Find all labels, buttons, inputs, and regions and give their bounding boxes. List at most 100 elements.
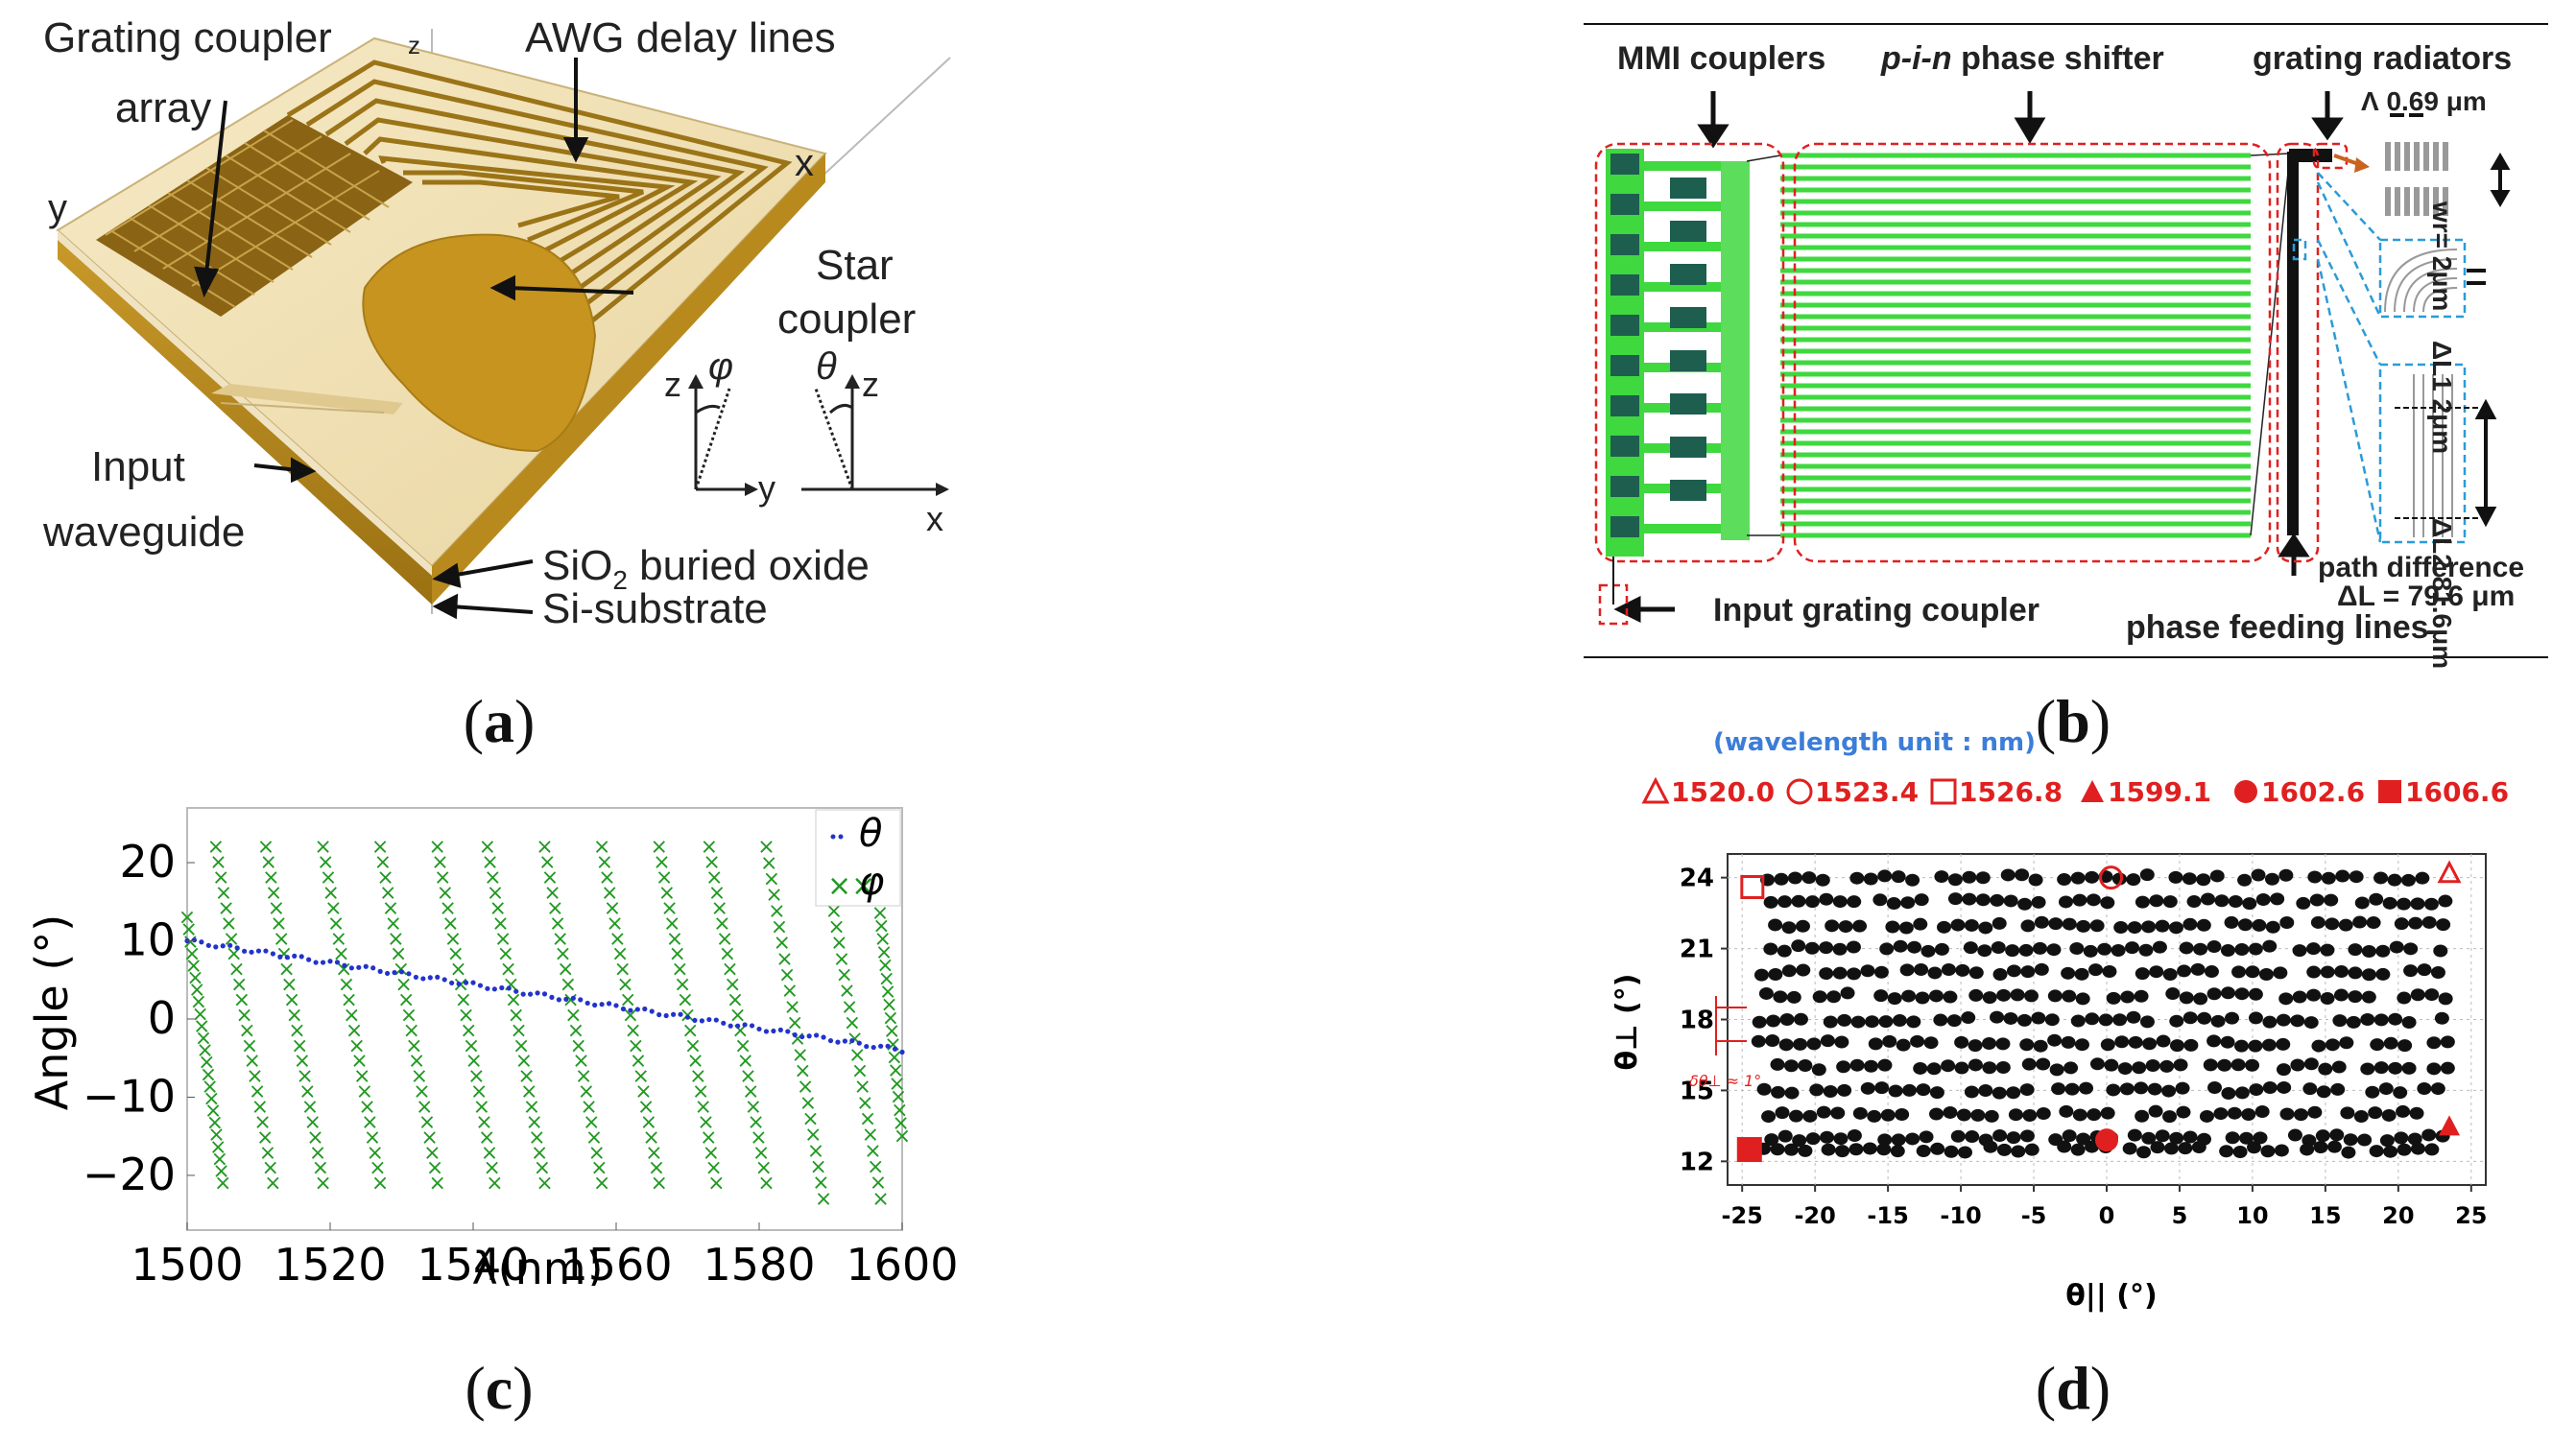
beam-spot (2309, 893, 2325, 907)
phi-point: × (862, 1124, 879, 1148)
phi-point: × (374, 851, 392, 875)
beam-spot (1937, 920, 1952, 934)
beam-spot (2173, 1058, 2188, 1072)
theta-point (205, 942, 211, 948)
phi-point: × (520, 1080, 537, 1104)
phi-point: × (892, 1112, 909, 1136)
beam-spot (2234, 987, 2250, 1001)
beam-spot (2141, 1131, 2157, 1145)
beam-spot (1957, 1146, 1972, 1159)
phi-point: × (704, 1156, 722, 1180)
beam-spot (1833, 1132, 1849, 1146)
phi-point: × (434, 866, 451, 890)
phi-point: × (833, 947, 850, 971)
beam-spot (2119, 1082, 2135, 1096)
beam-spot (2360, 1013, 2375, 1027)
beam-spot (2085, 1140, 2100, 1153)
phi-point: × (534, 1156, 551, 1180)
beam-spot (1791, 894, 1806, 908)
beam-spot (1956, 1108, 1971, 1122)
beam-spot (2430, 1082, 2445, 1096)
label-phase-feeding-lines: phase feeding lines (2126, 609, 2429, 646)
beam-spot (2326, 1140, 2342, 1153)
beam-spot (2033, 1039, 2048, 1053)
beam-spot (1982, 991, 1997, 1005)
device-3d-drawing (56, 29, 951, 620)
beam-spot (2149, 894, 2164, 908)
beam-spot (2061, 966, 2076, 980)
beam-spot (2306, 988, 2322, 1002)
beam-spot (2156, 1034, 2171, 1048)
phi-point: × (567, 1019, 584, 1043)
beam-spot (1929, 1086, 1944, 1100)
beam-spot (2210, 1014, 2226, 1028)
beam-spot (1805, 1132, 1821, 1146)
label-grating-coupler: Grating coupler (43, 14, 332, 61)
phi-point: × (382, 896, 399, 920)
legend-triangle-filled (2081, 780, 2104, 802)
beam-spot (2179, 991, 2194, 1005)
beam-spot (2141, 920, 2157, 934)
beam-spot (1847, 1128, 1862, 1142)
beam-spot (2104, 1058, 2119, 1072)
phi-point: × (658, 882, 676, 906)
phi-point: × (642, 1126, 659, 1150)
theta-point (821, 1034, 826, 1040)
beam-spot (2221, 986, 2236, 1000)
beam-spot (2410, 988, 2425, 1002)
beam-spot (1832, 942, 1848, 956)
phi-point: × (211, 1148, 228, 1172)
theta-point (785, 1029, 791, 1034)
phi-point: × (322, 882, 339, 906)
beam-spot (2311, 1039, 2326, 1053)
beam-spot (1820, 1130, 1835, 1144)
phi-point: × (801, 1107, 819, 1131)
beam-spot (1809, 1083, 1825, 1097)
phi-point: × (280, 973, 298, 997)
phi-point: × (812, 1172, 829, 1196)
beam-spot (2237, 918, 2253, 932)
beam-spot (1898, 921, 1914, 935)
beam-spot (2128, 1035, 2143, 1049)
beam-spot (2120, 990, 2135, 1004)
beam-spot (2234, 1086, 2250, 1100)
beam-spot (2182, 1130, 2198, 1144)
beam-spot (1764, 1133, 1779, 1147)
beam-spot (2369, 892, 2384, 906)
beam-spot (1787, 871, 1802, 885)
phi-point: × (327, 912, 345, 936)
beam-spot (1779, 1013, 1795, 1027)
beam-spot (2440, 1035, 2455, 1049)
theta-point (255, 948, 262, 954)
beam-spot (2044, 1013, 2060, 1027)
phi-point: × (449, 958, 466, 982)
beam-spot (2225, 1011, 2240, 1025)
beam-spot (2423, 897, 2439, 911)
beam-spot (2331, 1060, 2347, 1074)
beam-spot (2127, 921, 2142, 935)
beam-spot (1784, 1086, 1800, 1100)
phi-point: × (369, 1156, 386, 1180)
beam-spot (2388, 1012, 2403, 1026)
beam-spot (1865, 1015, 1880, 1029)
theta-point (520, 991, 526, 997)
beam-spot (1788, 1109, 1803, 1123)
beam-spot (2410, 1142, 2425, 1155)
beam-spot (1849, 1143, 1864, 1156)
beam-spot (1823, 1015, 1838, 1029)
beam-spot (1867, 1109, 1882, 1123)
beam-spots (1751, 868, 2455, 1159)
legend-square-filled (2378, 780, 2401, 803)
beam-spot (1819, 967, 1834, 981)
beam-spot (1984, 1109, 1999, 1123)
beam-spot (1792, 1134, 1807, 1148)
theta-point (398, 969, 405, 975)
theta-point (320, 960, 326, 965)
phi-point: × (827, 915, 845, 939)
theta-point (706, 1016, 712, 1023)
phi-point: × (804, 1124, 822, 1148)
beam-spot (1836, 1060, 1851, 1074)
phi-point: × (270, 912, 287, 936)
beam-spot (2230, 1058, 2246, 1072)
beam-spot (2018, 943, 2034, 957)
